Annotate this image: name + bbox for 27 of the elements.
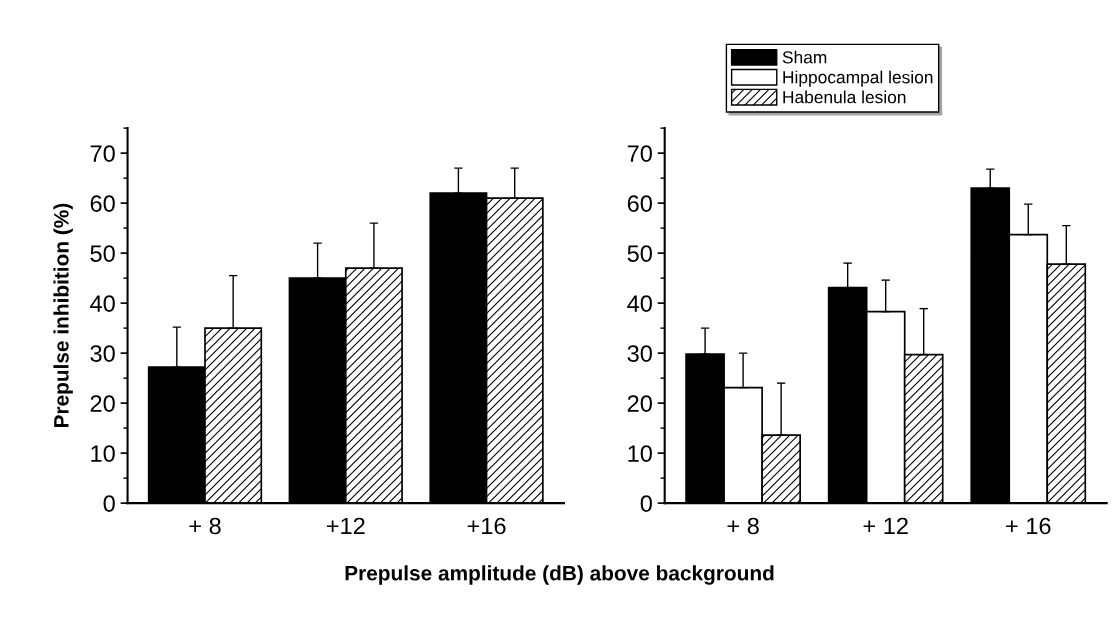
- x-tick-label: + 16: [1006, 517, 1051, 535]
- y-tick-label: 40: [627, 295, 652, 312]
- y-tick-label: 10: [91, 445, 115, 462]
- y-tick-label: 20: [90, 395, 115, 412]
- y-tick-label: 40: [90, 295, 115, 312]
- x-tick-label: + 8: [189, 517, 221, 535]
- x-tick-label: + 8: [727, 517, 759, 535]
- x-tick-label: + 12: [863, 517, 908, 535]
- legend-label: Hippocampal lesion: [783, 70, 933, 87]
- y-tick-label: 60: [90, 195, 115, 212]
- legend-label: Sham: [782, 50, 827, 64]
- y-tick-label: 50: [90, 245, 115, 262]
- y-tick-label: 70: [627, 145, 652, 162]
- y-tick-label: 70: [90, 145, 115, 162]
- y-tick-label: 30: [90, 345, 115, 362]
- y-tick-label: 30: [627, 345, 652, 362]
- legend-label: Habenula lesion: [783, 90, 906, 104]
- x-axis-title: Prepulse amplitude (dB) above background: [345, 565, 774, 585]
- y-tick-label: 0: [640, 495, 652, 512]
- y-tick-label: 10: [628, 445, 652, 462]
- y-axis-title: Prepulse inhibition (%): [53, 203, 73, 428]
- x-tick-label: +12: [326, 517, 365, 535]
- y-tick-label: 20: [627, 395, 652, 412]
- y-tick-label: 50: [627, 245, 652, 262]
- y-tick-label: 0: [103, 495, 115, 512]
- x-tick-label: +16: [467, 517, 506, 535]
- y-tick-label: 60: [627, 195, 652, 212]
